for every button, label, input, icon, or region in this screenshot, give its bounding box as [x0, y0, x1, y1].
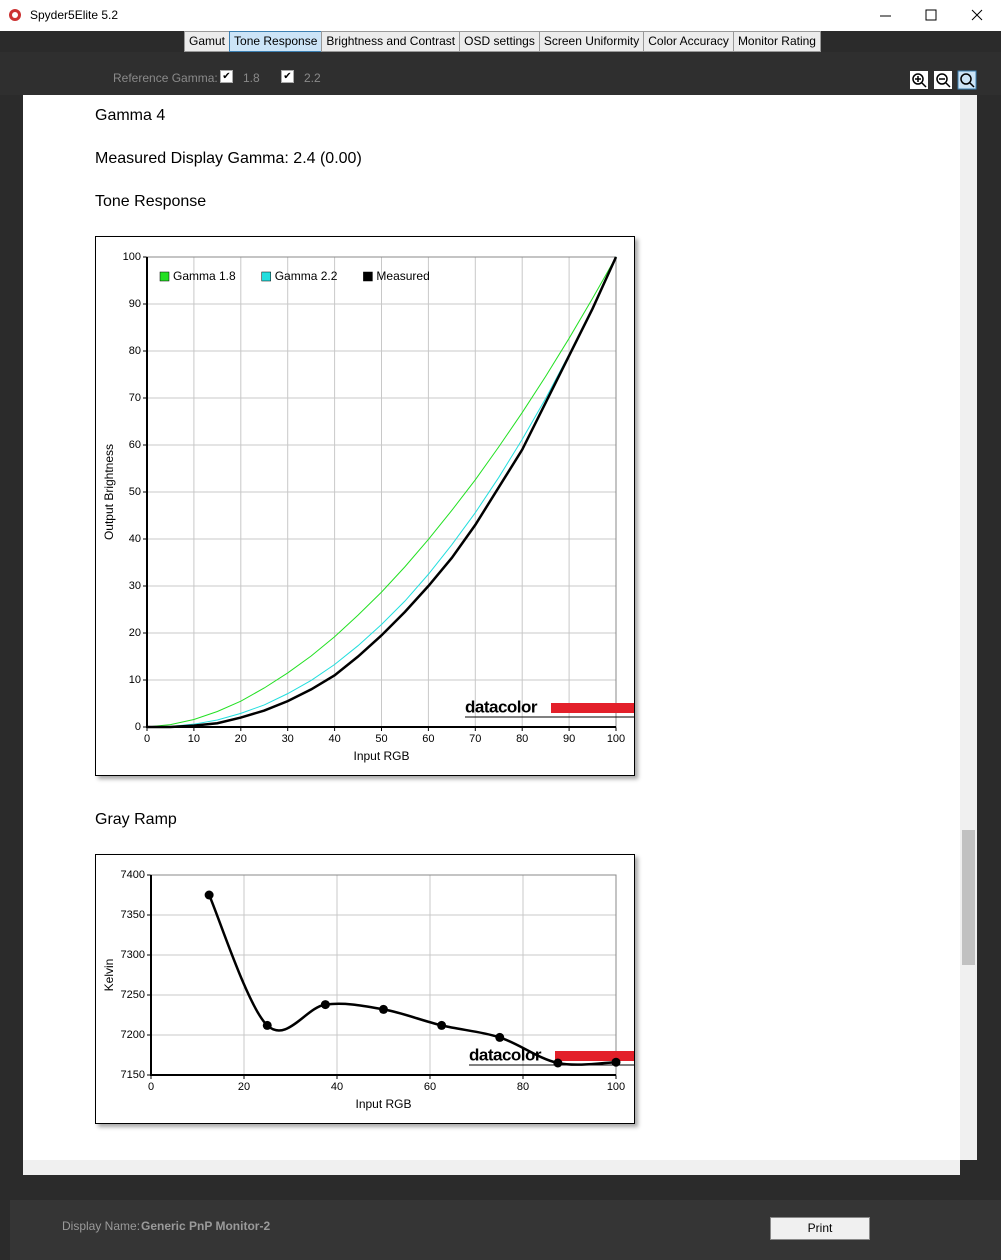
data-point [553, 1058, 563, 1068]
reference-gamma-label: Reference Gamma: [113, 71, 218, 85]
x-tick-label: 50 [375, 733, 387, 745]
gamma-option-label: 1.8 [243, 71, 260, 85]
x-tick-label: 30 [282, 733, 294, 745]
scroll-thumb[interactable] [962, 830, 975, 965]
window-controls[interactable] [870, 6, 990, 26]
axis-line [150, 875, 616, 1076]
data-point [320, 1000, 330, 1010]
horizontal-scrollbar[interactable] [23, 1160, 960, 1175]
gray-ramp-chart: 7150 7200 7250 7300 7350 7400 0 20 40 60 80 100 Inpu… [95, 854, 635, 1124]
display-name: Generic PnP Monitor-2 [141, 1219, 271, 1233]
x-tick-label: 10 [188, 733, 200, 745]
vertical-scrollbar[interactable] [960, 95, 977, 1160]
x-tick-label: 40 [331, 1081, 343, 1093]
y-tick-label: 70 [129, 392, 141, 404]
x-tick-label: 20 [238, 1081, 250, 1093]
y-tick-label: 7200 [121, 1029, 145, 1041]
x-tick-label: 100 [607, 733, 625, 745]
x-axis-label: Input RGB [355, 1097, 411, 1111]
legend-swatch [159, 271, 170, 282]
series-line [207, 894, 617, 1066]
y-tick-label: 7150 [121, 1069, 145, 1081]
series-line [146, 256, 617, 728]
y-tick-label: 20 [129, 627, 141, 639]
data-point [437, 1020, 447, 1030]
y-tick-label: 7300 [121, 949, 145, 961]
y-tick-label: 50 [129, 486, 141, 498]
tone-response-chart: 0 10 20 30 40 50 60 70 80 90 100 0 10 20 30 40 50 60 70 80 9… [95, 236, 635, 776]
window-title: Spyder5Elite 5.2 [30, 8, 119, 22]
y-tick-label: 40 [129, 533, 141, 545]
x-tick-label: 70 [469, 733, 481, 745]
y-tick-label: 80 [129, 345, 141, 357]
data-point [495, 1032, 505, 1042]
section-title: Gray Ramp [95, 811, 177, 828]
series-line [146, 256, 617, 728]
x-tick-label: 80 [517, 1081, 529, 1093]
tab[interactable]: Brightness and Contrast [321, 31, 461, 52]
data-point [611, 1057, 621, 1067]
y-tick-label: 7400 [121, 869, 145, 881]
checkbox[interactable]: ✔ [281, 70, 294, 83]
x-tick-label: 80 [516, 733, 528, 745]
x-axis-label: Input RGB [353, 749, 409, 763]
plot-frame [150, 874, 617, 1076]
legend-label: Gamma 2.2 [275, 269, 338, 283]
y-tick-label: 90 [129, 298, 141, 310]
measured-gamma: Measured Display Gamma: 2.4 (0.00) [95, 150, 362, 167]
data-point [379, 1004, 388, 1014]
print-button[interactable]: Print [770, 1217, 870, 1240]
data-point [262, 1020, 272, 1030]
legend-label: Gamma 1.8 [173, 269, 236, 283]
section-title: Tone Response [95, 193, 207, 210]
legend-swatch [363, 271, 373, 282]
tab[interactable]: Gamut [184, 31, 231, 52]
series-line [147, 256, 618, 729]
gamma-heading: Gamma 4 [95, 107, 166, 124]
x-tick-label: 60 [422, 733, 434, 745]
x-tick-label: 90 [563, 733, 575, 745]
title-bar: Spyder5Elite 5.2 [0, 0, 1001, 31]
y-tick-label: 0 [135, 721, 141, 733]
y-tick-label: 10 [129, 674, 141, 686]
checkbox[interactable]: ✔ [220, 70, 233, 83]
tab[interactable]: OSD settings [459, 31, 540, 52]
logo-bar [551, 703, 634, 713]
toolbar: Reference Gamma: ✔ 1.8 ✔ 2.2 [0, 52, 1001, 95]
y-tick-label: 7250 [121, 989, 145, 1001]
y-axis-label: Output Brightness [102, 444, 116, 540]
legend-label: Measured [376, 269, 429, 283]
tab-bar: Gamut Tone Response Brightness and Contras… [184, 31, 821, 52]
gamma-option-label: 2.2 [304, 71, 321, 85]
y-tick-label: 60 [129, 439, 141, 451]
x-tick-label: 20 [235, 733, 247, 745]
tab[interactable]: Tone Response [229, 31, 323, 52]
x-tick-label: 0 [144, 733, 150, 745]
x-tick-label: 100 [607, 1081, 625, 1093]
logo: datacolor [469, 1045, 542, 1064]
data-point [204, 890, 214, 900]
y-tick-label: 30 [129, 580, 141, 592]
y-axis-label: Kelvin [102, 959, 116, 992]
app-icon [9, 9, 21, 21]
x-tick-label: 40 [328, 733, 340, 745]
legend-swatch [261, 271, 271, 282]
y-tick-label: 100 [123, 251, 141, 263]
x-tick-label: 0 [148, 1081, 154, 1093]
x-tick-label: 60 [424, 1081, 436, 1093]
logo: datacolor [465, 697, 538, 716]
tab[interactable]: Color Accuracy [643, 31, 734, 52]
zoom-buttons[interactable] [908, 69, 978, 91]
y-tick-label: 7350 [121, 909, 145, 921]
tab[interactable]: Monitor Rating [732, 31, 821, 52]
logo-bar [555, 1051, 634, 1061]
display-name-label: Display Name: [62, 1219, 141, 1233]
tab[interactable]: Screen Uniformity [538, 31, 645, 52]
footer: Display Name: Generic PnP Monitor-2 Prin… [10, 1200, 1001, 1260]
